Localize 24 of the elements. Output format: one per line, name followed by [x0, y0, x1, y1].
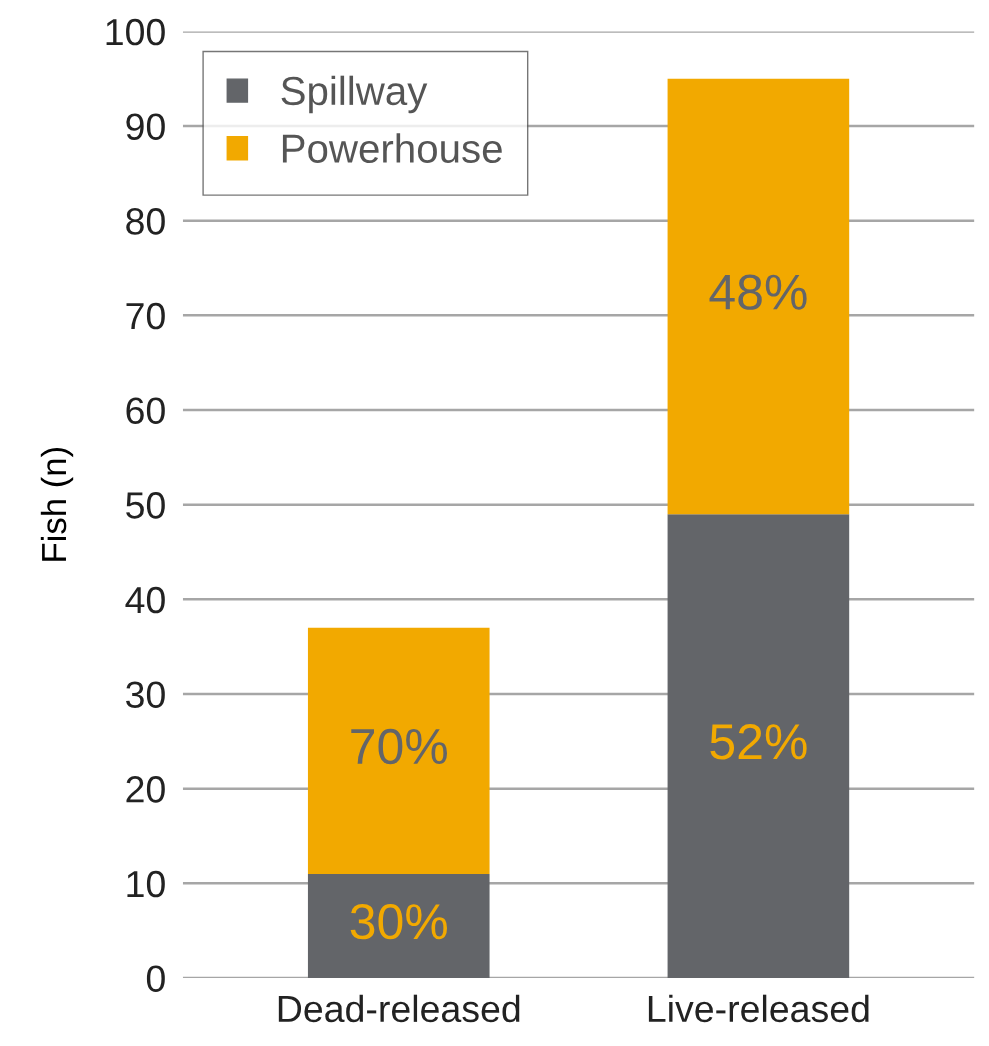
x-tick-label: Dead-released — [278, 994, 520, 1023]
bar — [667, 514, 850, 979]
annotation: 70% — [351, 728, 448, 765]
x-tick-label: Live-released — [648, 994, 869, 1023]
y-tick-label: 80 — [126, 208, 165, 235]
y-tick-label: 20 — [126, 776, 165, 803]
y-tick-label: 50 — [126, 492, 165, 519]
bar — [667, 78, 850, 515]
legend-label: Spillway — [281, 75, 428, 114]
annotation: 52% — [710, 724, 807, 760]
y-axis-title: Fish (n) — [40, 448, 74, 561]
y-tick-label: 0 — [146, 965, 165, 992]
y-tick-label: 100 — [106, 18, 165, 46]
y-tick-label: 90 — [126, 113, 165, 140]
legend-label: Powerhouse — [282, 133, 502, 163]
y-tick-label: 60 — [126, 397, 165, 424]
y-tick-label: 70 — [126, 302, 165, 330]
annotation: 30% — [350, 903, 448, 940]
bar — [307, 627, 490, 874]
annotation: 48% — [709, 274, 807, 310]
y-tick-label: 10 — [127, 870, 165, 898]
y-tick-label: 30 — [126, 681, 165, 708]
bar — [307, 873, 490, 979]
y-tick-label: 40 — [125, 586, 165, 614]
